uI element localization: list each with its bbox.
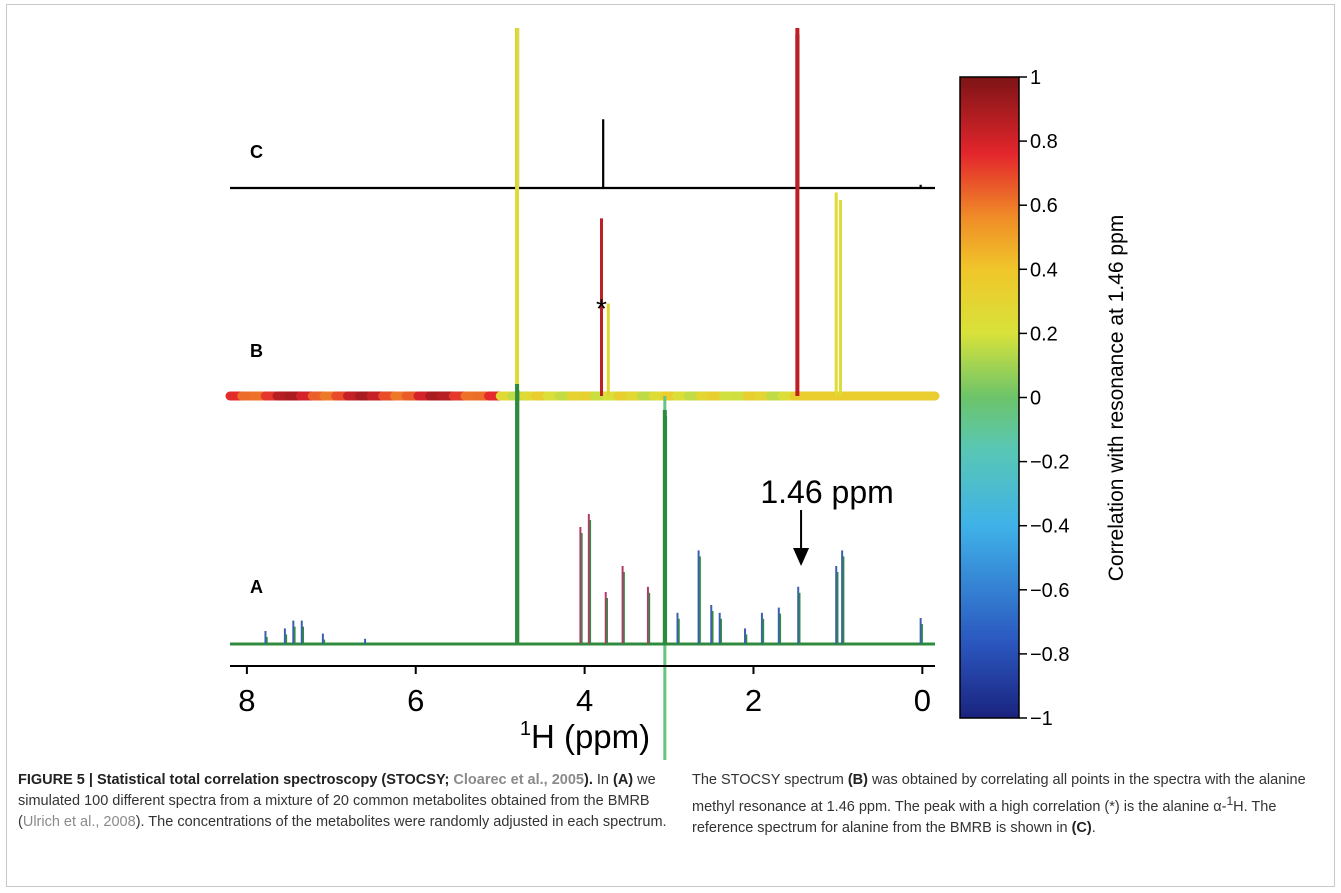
star-annotation: *: [596, 293, 607, 324]
x-tick-label: 0: [914, 683, 931, 718]
colorbar-tick-label: −0.2: [1030, 452, 1069, 474]
x-tick-label: 8: [238, 683, 255, 718]
spectra-group: [225, 28, 940, 760]
x-axis: 8 6 4 2 0 1H (ppm): [230, 665, 935, 755]
x-tick-label: 6: [407, 683, 424, 718]
panel-label-C: C: [250, 142, 263, 162]
x-axis-label-main: H (ppm): [531, 718, 650, 755]
spectrum-B: [225, 28, 940, 760]
figure-frame: [6, 4, 1335, 887]
x-axis-label: 1H (ppm): [520, 718, 650, 755]
arrow-annotation-label: 1.46 ppm: [760, 474, 893, 510]
colorbar-tick-label: 0.2: [1030, 323, 1058, 345]
colorbar-tick-label: 0.8: [1030, 131, 1058, 153]
colorbar-tick-label: −0.8: [1030, 644, 1069, 666]
colorbar-tick-label: −0.6: [1030, 580, 1069, 602]
x-tick-label: 2: [745, 683, 762, 718]
colorbar-tick-label: −1: [1030, 708, 1053, 730]
panel-label-A: A: [250, 577, 263, 597]
colorbar-gradient: [959, 76, 1020, 719]
label-group: C B A * 1.46 ppm: [250, 142, 894, 597]
x-axis-label-sup: 1: [520, 718, 531, 740]
colorbar: 1 0.8 0.6 0.4 0.2 0 −0.2 −0.4 −0.6 −0.8 −1 Correlat…: [959, 67, 1128, 730]
annotation-arrow-head: [793, 548, 810, 566]
panel-label-B: B: [250, 341, 263, 361]
colorbar-tick-label: 0.4: [1030, 259, 1058, 281]
stocsy-figure: 8 6 4 2 01H (ppm) 10.80.60.40.20−0.2−0.4−0.6…: [225, 28, 1128, 760]
colorbar-tick-label: 0: [1030, 388, 1041, 410]
colorbar-tick-label: 0.6: [1030, 195, 1058, 217]
colorbar-label: Correlation with resonance at 1.46 ppm: [1105, 215, 1128, 582]
colorbar-tick-label: 1: [1030, 67, 1041, 89]
spectrum-C: [230, 28, 935, 190]
x-tick-label: 4: [576, 683, 593, 718]
spectrum-A: [230, 384, 935, 646]
colorbar-tick-label: −0.4: [1030, 516, 1069, 538]
